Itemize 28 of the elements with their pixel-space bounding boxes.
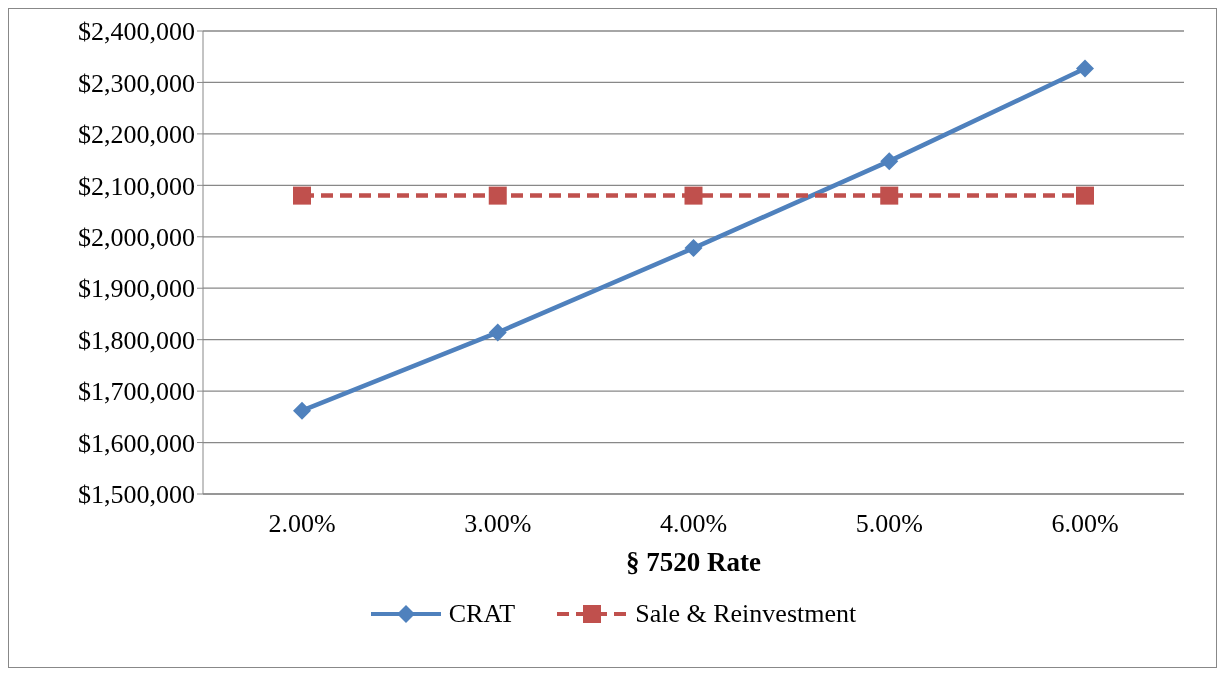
point xyxy=(293,186,311,205)
point xyxy=(488,186,507,205)
y-tick-label: $1,800,000 xyxy=(78,325,195,355)
y-tick-label: $2,400,000 xyxy=(78,17,195,47)
y-tick-label: $2,200,000 xyxy=(78,120,195,150)
point xyxy=(293,401,311,420)
point xyxy=(880,186,899,205)
y-tick-label: $2,000,000 xyxy=(78,223,195,253)
point xyxy=(1076,59,1094,78)
y-tick-label: $1,700,000 xyxy=(78,377,195,407)
y-tick-label: $1,600,000 xyxy=(78,428,195,458)
x-tick-label: 2.00% xyxy=(268,509,336,539)
x-axis-title: § 7520 Rate xyxy=(626,547,761,577)
point xyxy=(684,239,703,258)
x-tick-label: 3.00% xyxy=(464,509,532,539)
point xyxy=(488,323,507,342)
y-tick-label: $1,500,000 xyxy=(78,480,195,510)
x-tick-label: 4.00% xyxy=(659,509,728,539)
point xyxy=(684,186,703,205)
legend-label: Sale & Reinvestment xyxy=(635,599,857,629)
x-tick-label: 6.00% xyxy=(1051,509,1119,539)
point xyxy=(1076,186,1094,205)
legend-label: CRAT xyxy=(448,599,516,629)
y-tick-label: $2,100,000 xyxy=(78,171,195,201)
point xyxy=(880,152,899,171)
y-tick-label: $1,900,000 xyxy=(78,274,195,304)
x-tick-label: 5.00% xyxy=(855,509,923,539)
y-tick-label: $2,300,000 xyxy=(78,68,195,98)
